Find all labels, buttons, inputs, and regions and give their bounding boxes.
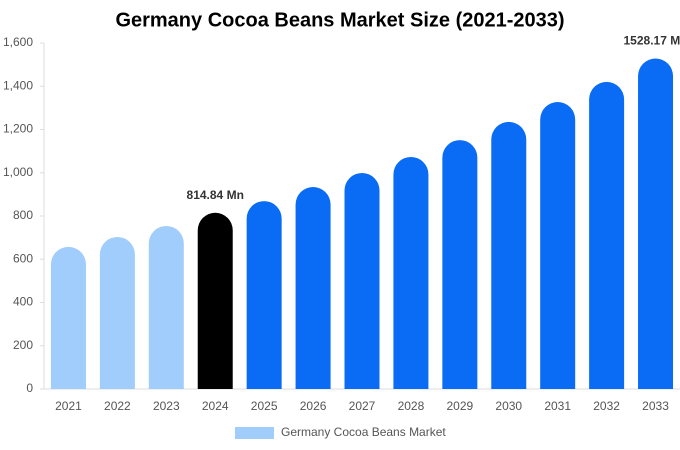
value-label: 1528.17 Mn [624, 34, 680, 48]
x-tick-label: 2031 [544, 399, 571, 413]
bar [246, 201, 282, 389]
legend-swatch [235, 427, 274, 439]
x-tick-label: 2022 [104, 399, 131, 413]
bar [491, 121, 527, 389]
x-tick-label: 2030 [495, 399, 522, 413]
bar [344, 172, 380, 389]
y-tick-label: 1,600 [3, 35, 33, 49]
bar [442, 140, 478, 389]
y-tick-label: 1,200 [3, 122, 33, 136]
bar [589, 81, 625, 390]
value-label: 814.84 Mn [187, 188, 244, 202]
y-tick-label: 0 [26, 381, 33, 395]
x-tick-label: 2021 [55, 399, 82, 413]
x-tick-label: 2029 [446, 399, 473, 413]
y-tick-label: 600 [13, 251, 33, 265]
x-tick-label: 2026 [300, 399, 327, 413]
bar [393, 156, 429, 389]
y-tick-label: 1,000 [3, 165, 33, 179]
legend-label: Germany Cocoa Beans Market [281, 425, 446, 439]
chart-title: Germany Cocoa Beans Market Size (2021-20… [115, 9, 564, 31]
bar [50, 246, 86, 389]
bar [197, 212, 233, 389]
x-tick-label: 2028 [398, 399, 425, 413]
x-tick-label: 2023 [153, 399, 180, 413]
bar [638, 58, 674, 390]
y-tick-label: 200 [13, 338, 33, 352]
y-tick-label: 1,400 [3, 78, 33, 92]
x-tick-label: 2033 [642, 399, 669, 413]
bar [148, 225, 184, 389]
bar [540, 102, 576, 389]
bar [295, 187, 331, 389]
x-tick-label: 2025 [251, 399, 278, 413]
x-tick-label: 2027 [349, 399, 376, 413]
x-tick-label: 2024 [202, 399, 229, 413]
y-tick-label: 800 [13, 208, 33, 222]
bar [99, 236, 135, 389]
y-tick-label: 400 [13, 295, 33, 309]
x-tick-label: 2032 [593, 399, 620, 413]
